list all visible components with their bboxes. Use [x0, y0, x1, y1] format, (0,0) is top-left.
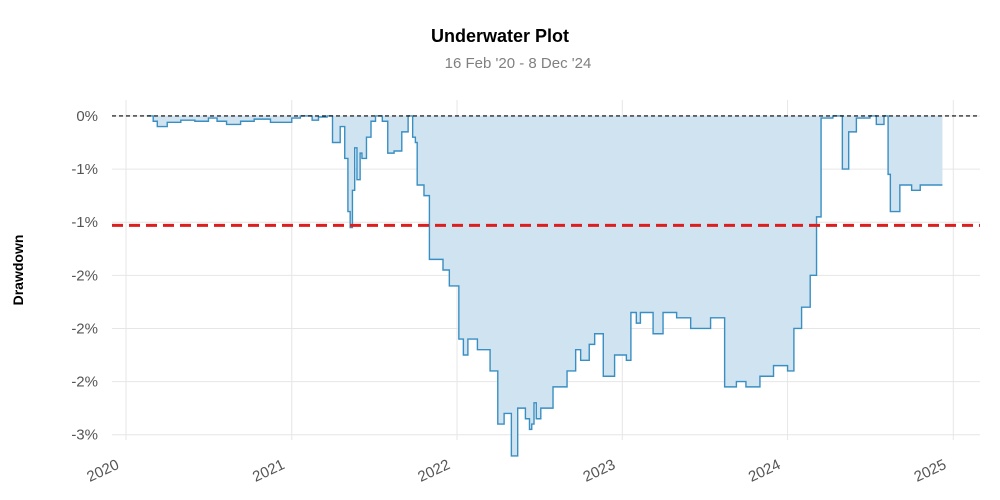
- x-tick-label: 2022: [415, 456, 452, 486]
- series-layer: [146, 115, 943, 457]
- y-tick-label: -1%: [71, 214, 98, 231]
- y-tick-label: -2%: [71, 320, 98, 337]
- x-tick-label: 2025: [912, 456, 949, 486]
- x-tick-label: 2021: [250, 456, 287, 486]
- drawdown-area: [146, 115, 943, 456]
- y-tick-label: 0%: [76, 108, 98, 125]
- x-axis-ticks: 2020 2021 2022 2023 2024 2025: [84, 456, 949, 486]
- y-tick-label: -3%: [71, 427, 98, 444]
- y-tick-label: -2%: [71, 374, 98, 391]
- chart-subtitle: 16 Feb '20 - 8 Dec '24: [444, 55, 592, 72]
- reference-lines: [112, 115, 980, 227]
- drawdown-line: [146, 115, 943, 457]
- chart-title: Underwater Plot: [430, 26, 570, 46]
- y-tick-label: -1%: [71, 161, 98, 178]
- x-tick-label: 2023: [581, 456, 618, 486]
- y-tick-label: -2%: [71, 267, 98, 284]
- x-tick-label: 2024: [746, 456, 783, 486]
- y-axis-ticks: 0% -1% -1% -2% -2% -2% -3%: [71, 108, 98, 444]
- x-tick-label: 2020: [84, 456, 121, 486]
